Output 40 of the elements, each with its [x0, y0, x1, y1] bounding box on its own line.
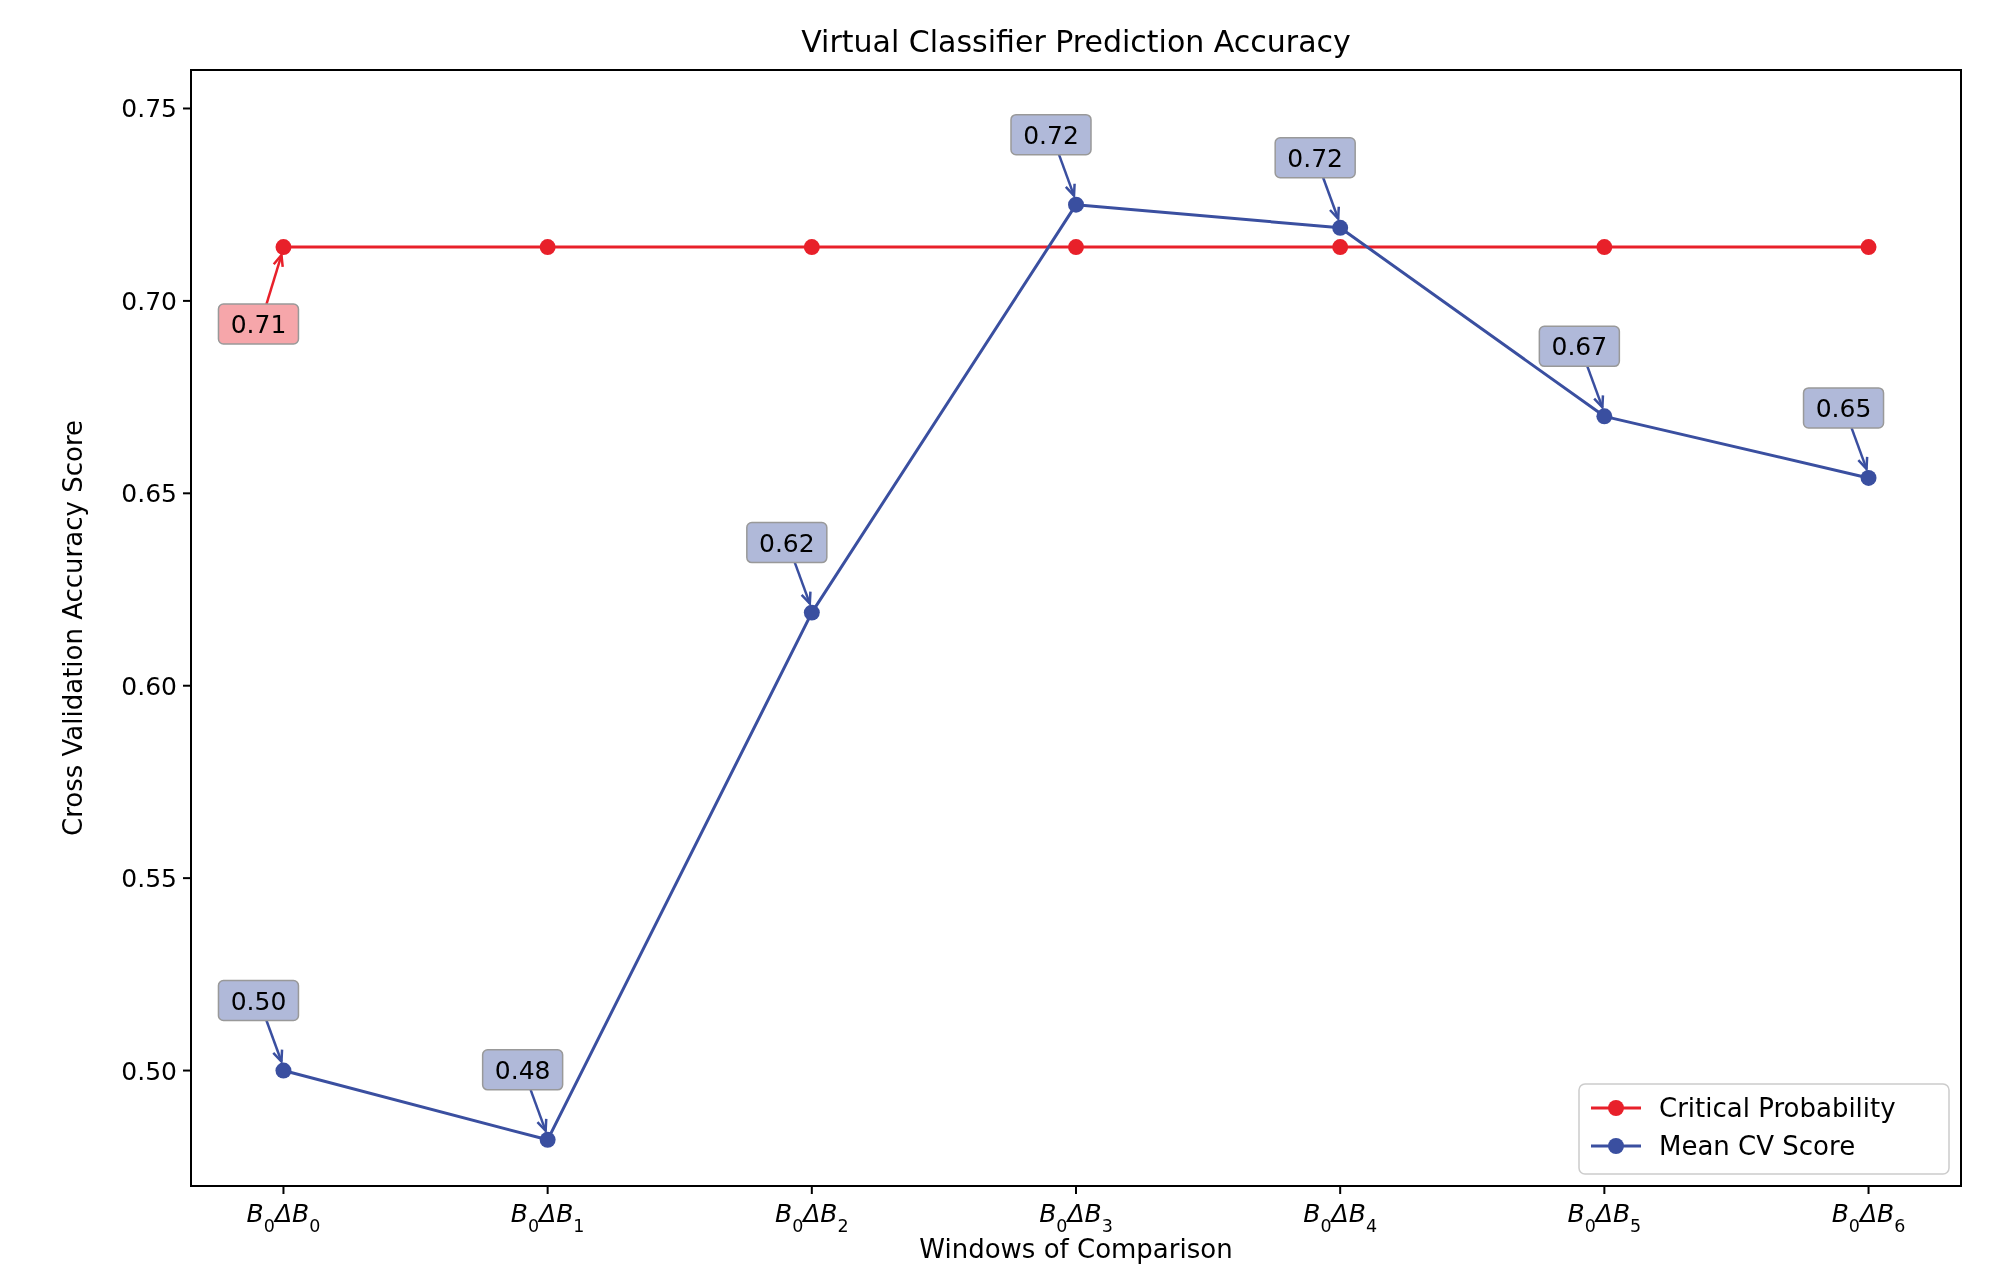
- point: [803, 604, 820, 621]
- chart-title: Virtual Classifier Prediction Accuracy: [801, 24, 1351, 59]
- x-tick-label: B$_{0}$ΔB$_{4}$: [1303, 1199, 1378, 1236]
- x-tick-label: B$_{0}$ΔB$_{6}$: [1831, 1199, 1906, 1236]
- point: [1332, 219, 1349, 236]
- y-axis-title: Cross Validation Accuracy Score: [58, 420, 88, 836]
- y-tick-label: 0.75: [121, 94, 177, 124]
- x-axis-title: Windows of Comparison: [919, 1234, 1233, 1264]
- point: [1860, 239, 1877, 255]
- point: [1068, 239, 1084, 255]
- data-label: 0.62: [758, 528, 815, 558]
- data-label: 0.67: [1551, 332, 1608, 362]
- legend-label: Mean CV Score: [1659, 1131, 1856, 1161]
- point: [1068, 196, 1084, 213]
- y-tick-label: 0.70: [121, 286, 177, 316]
- point: [1596, 239, 1613, 255]
- data-label: 0.65: [1815, 393, 1872, 423]
- data-label: 0.71: [230, 310, 287, 340]
- y-tick-label: 0.65: [121, 479, 177, 509]
- point: [803, 239, 820, 255]
- point: [275, 239, 292, 255]
- data-label: 0.72: [1023, 120, 1079, 150]
- data-label: 0.72: [1287, 143, 1344, 173]
- data-label: 0.50: [230, 986, 287, 1016]
- point: [1860, 469, 1877, 486]
- x-tick-label: B$_{0}$ΔB$_{2}$: [774, 1199, 849, 1236]
- x-tick-label: B$_{0}$ΔB$_{3}$: [1039, 1199, 1113, 1236]
- point: [1596, 408, 1613, 425]
- x-tick-label: B$_{0}$ΔB$_{5}$: [1567, 1199, 1642, 1236]
- x-tick-label: B$_{0}$ΔB$_{0}$: [246, 1199, 321, 1236]
- point: [539, 239, 556, 255]
- y-tick-label: 0.60: [121, 671, 177, 701]
- x-tick-label: B$_{0}$ΔB$_{1}$: [510, 1199, 585, 1236]
- y-tick-label: 0.55: [121, 864, 177, 894]
- point: [275, 1062, 292, 1079]
- point: [1332, 239, 1349, 255]
- legend-label: Critical Probability: [1659, 1093, 1896, 1123]
- data-label: 0.48: [494, 1055, 551, 1085]
- y-tick-label: 0.50: [121, 1056, 177, 1086]
- point: [539, 1131, 556, 1148]
